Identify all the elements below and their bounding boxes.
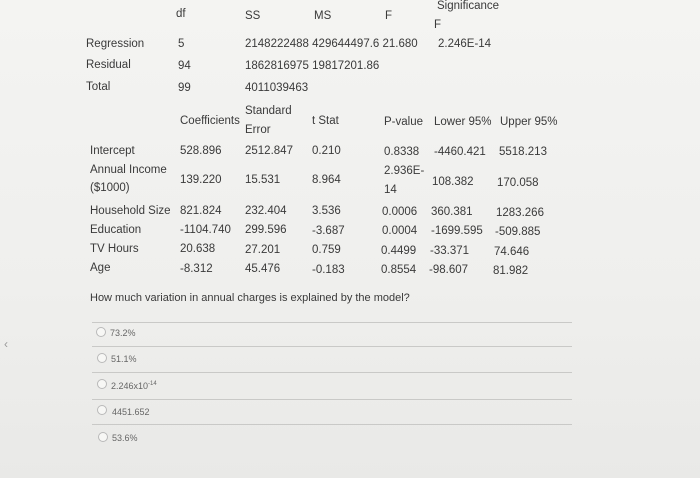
coef-row-label: Age: [90, 262, 111, 274]
coef-row-coef: 139.220: [180, 174, 222, 186]
option-label-exponent: -14: [148, 381, 157, 387]
coef-row-p: 0.0004: [382, 225, 418, 237]
coef-row-se: 232.404: [245, 205, 287, 217]
anova-row-values: 2148222488 429644497.6 21.680: [245, 38, 418, 50]
anova-row-label: Total: [86, 81, 111, 93]
coef-row-p: 0.0006: [382, 206, 418, 218]
coef-row-t: 0.210: [312, 145, 341, 157]
divider: [92, 322, 572, 323]
coef-row-p: 0.8338: [384, 146, 420, 158]
divider: [92, 399, 572, 400]
option-label: 2.246x10-14: [111, 381, 157, 391]
coef-row-p-2: 14: [384, 184, 397, 196]
option-label: 51.1%: [111, 354, 137, 364]
anova-row-values: 1862816975 19817201.86: [245, 60, 380, 72]
coef-row-se: 2512.847: [245, 145, 293, 157]
coef-row-se: 299.596: [245, 224, 287, 236]
coef-row-lower: -4460.421: [434, 146, 486, 158]
radio-button[interactable]: [97, 353, 107, 363]
coef-row-upper: 5518.213: [499, 146, 547, 158]
coef-row-t: 8.964: [312, 174, 341, 186]
coef-row-upper: -509.885: [495, 226, 541, 238]
coef-row-label-2: ($1000): [90, 182, 130, 194]
option-label: 53.6%: [112, 433, 138, 443]
divider: [92, 346, 572, 347]
coef-row-lower: 108.382: [432, 176, 474, 188]
coef-header-p: P-value: [384, 116, 423, 128]
option-label: 73.2%: [110, 328, 136, 338]
coef-header-t: t Stat: [312, 115, 339, 127]
coef-row-label: TV Hours: [90, 243, 139, 255]
option-label: 4451.652: [112, 407, 150, 417]
radio-button[interactable]: [98, 432, 108, 442]
radio-button[interactable]: [97, 379, 107, 389]
coef-row-p: 0.8554: [381, 264, 417, 276]
anova-header-sigf-2: F: [434, 19, 442, 31]
coef-row-p: 2.936E-: [384, 165, 425, 177]
coef-row-coef: -1104.740: [180, 224, 231, 236]
anova-header-ms: MS: [314, 10, 332, 22]
coef-row-t: -3.687: [312, 225, 345, 237]
radio-button[interactable]: [96, 327, 106, 337]
anova-row-sigf: 2.246E-14: [438, 38, 492, 50]
coef-row-label: Education: [90, 224, 142, 236]
coef-header-upper: Upper 95%: [500, 116, 558, 128]
divider: [92, 424, 572, 425]
coef-row-label: Annual Income: [90, 164, 167, 176]
option-label-base: 2.246x10: [111, 381, 149, 391]
coef-row-lower: -1699.595: [431, 225, 483, 237]
radio-button[interactable]: [97, 405, 107, 415]
coef-row-coef: 528.896: [180, 145, 222, 157]
coef-header-se-1: Standard: [245, 105, 292, 117]
anova-row-df: 99: [178, 82, 191, 94]
coef-row-coef: 821.824: [180, 205, 222, 217]
anova-row-values: 4011039463: [245, 82, 309, 94]
anova-row-df: 94: [178, 60, 191, 72]
question-text: How much variation in annual charges is …: [90, 292, 410, 304]
coef-row-lower: 360.381: [431, 206, 473, 218]
coef-header-lower: Lower 95%: [434, 116, 492, 128]
anova-header-df: df: [176, 8, 186, 20]
anova-header-sigf-1: Significance: [437, 0, 500, 12]
coef-row-upper: 1283.266: [496, 207, 544, 219]
coef-row-upper: 170.058: [497, 177, 539, 189]
anova-row-label: Residual: [86, 59, 131, 71]
anova-header-f: F: [385, 10, 393, 22]
coef-header-se-2: Error: [245, 124, 271, 136]
coef-row-label: Household Size: [90, 205, 171, 217]
chevron-left-icon[interactable]: ‹: [4, 337, 8, 351]
coef-row-p: 0.4499: [381, 245, 417, 257]
coef-row-t: -0.183: [312, 264, 345, 276]
coef-row-coef: 20.638: [180, 243, 216, 255]
coef-row-t: 0.759: [312, 244, 341, 256]
coef-row-label: Intercept: [90, 145, 135, 157]
coef-row-upper: 74.646: [494, 246, 530, 258]
anova-row-df: 5: [178, 38, 185, 50]
coef-row-lower: -98.607: [429, 264, 469, 276]
coef-row-coef: -8.312: [180, 263, 213, 275]
divider: [92, 372, 572, 373]
anova-row-label: Regression: [86, 38, 145, 50]
coef-header-coef: Coefficients: [180, 115, 240, 127]
coef-row-t: 3.536: [312, 205, 341, 217]
anova-header-ss: SS: [245, 10, 261, 22]
coef-row-se: 15.531: [245, 174, 281, 186]
coef-row-upper: 81.982: [493, 265, 529, 277]
coef-row-lower: -33.371: [430, 245, 470, 257]
coef-row-se: 45.476: [245, 263, 281, 275]
coef-row-se: 27.201: [245, 244, 281, 256]
